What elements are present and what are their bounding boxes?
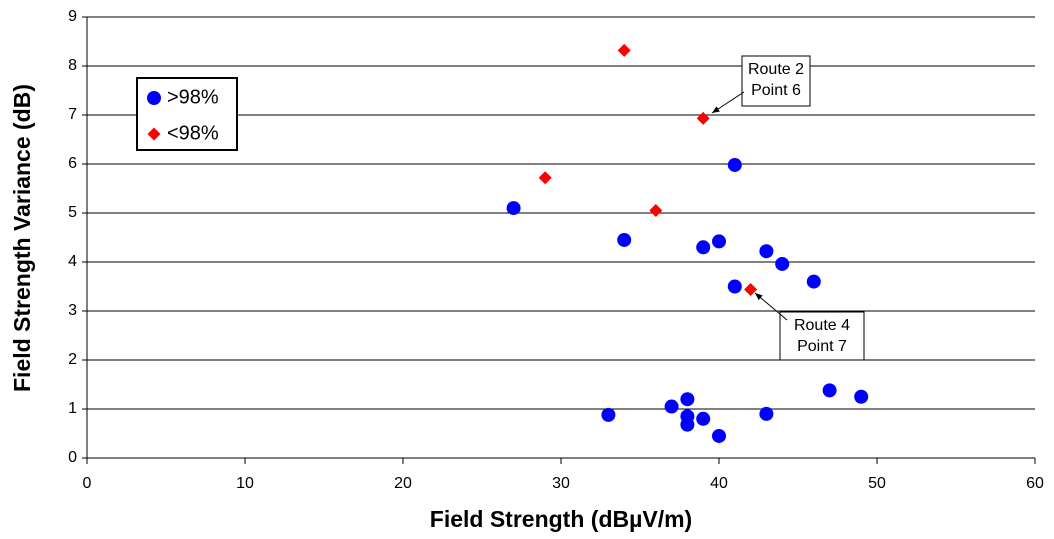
y-tick-label: 8 [68, 57, 77, 74]
x-tick-label: 40 [710, 475, 728, 492]
y-tick-label: 2 [68, 351, 77, 368]
point [806, 274, 821, 289]
annotation-text: Route 2 [748, 61, 804, 78]
y-tick-label: 5 [68, 204, 77, 221]
point [538, 171, 552, 185]
point [775, 256, 790, 271]
point [744, 282, 758, 296]
legend-marker [147, 91, 161, 105]
point [712, 234, 726, 249]
legend-label: >98% [167, 86, 219, 108]
legend-label: <98% [167, 122, 219, 144]
y-tick-label: 7 [68, 106, 77, 123]
x-tick-label: 0 [83, 475, 92, 492]
legend-marker [147, 127, 161, 141]
y-tick-label: 1 [68, 400, 77, 417]
point [696, 411, 711, 426]
y-tick-label: 9 [68, 8, 77, 25]
x-axis-title: Field Strength (dBµV/m) [430, 506, 692, 532]
annotation-text: Point 6 [751, 82, 801, 99]
point [822, 383, 837, 398]
arrow-head [755, 293, 763, 301]
point [680, 392, 695, 407]
annotation-text: Route 4 [794, 317, 850, 334]
x-tick-label: 50 [868, 475, 886, 492]
point [759, 406, 774, 421]
annotation-text: Point 7 [797, 338, 847, 355]
annotation-box [779, 311, 865, 361]
y-tick-label: 3 [68, 302, 77, 319]
point [696, 240, 711, 255]
arrow-head [712, 106, 720, 113]
point [601, 407, 616, 422]
point [854, 389, 869, 404]
y-tick-label: 4 [68, 253, 77, 270]
point [664, 399, 679, 414]
point [649, 204, 663, 218]
point [712, 428, 726, 443]
x-tick-label: 60 [1026, 475, 1044, 492]
y-tick-label: 6 [68, 155, 77, 172]
x-tick-label: 10 [236, 475, 254, 492]
x-tick-label: 30 [552, 475, 570, 492]
y-axis-title: Field Strength Variance (dB) [9, 84, 35, 392]
point [727, 157, 742, 172]
point [696, 111, 710, 125]
x-tick-label: 20 [394, 475, 412, 492]
point [680, 417, 695, 432]
point [506, 201, 521, 216]
point [759, 244, 774, 259]
point [617, 43, 631, 57]
y-tick-label: 0 [68, 449, 77, 466]
point [727, 279, 742, 294]
point [617, 232, 632, 247]
annotation-box [741, 55, 811, 107]
